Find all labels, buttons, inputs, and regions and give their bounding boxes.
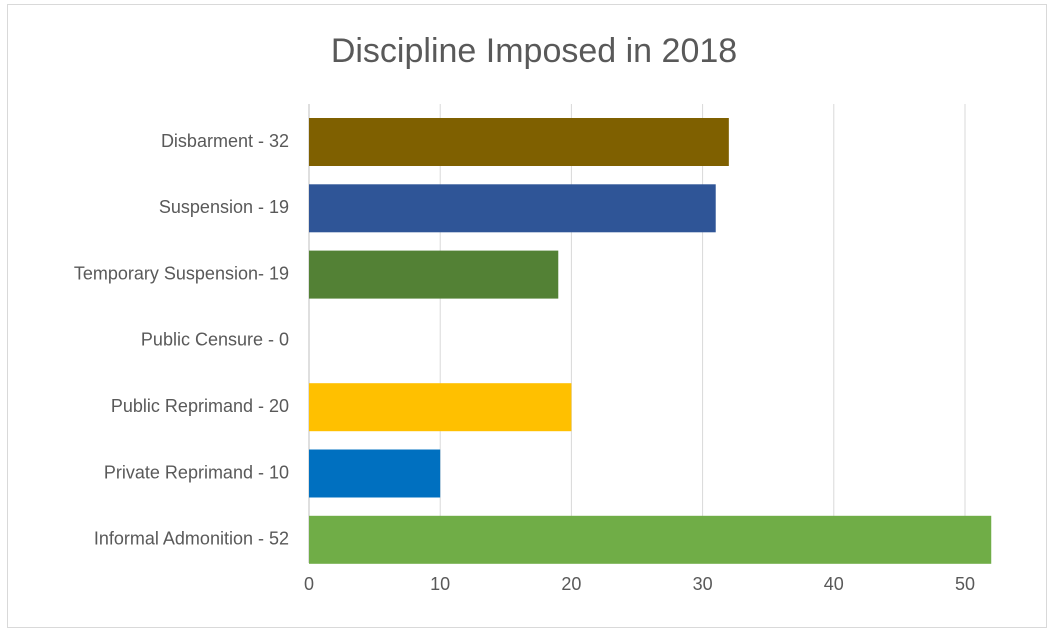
x-tick-label: 0	[304, 574, 314, 594]
bar	[309, 184, 716, 233]
bar	[309, 250, 559, 299]
category-label: Suspension - 19	[159, 197, 289, 217]
x-tick-label: 30	[693, 574, 713, 594]
category-label: Private Reprimand - 10	[104, 462, 289, 482]
chart-title: Discipline Imposed in 2018	[330, 32, 738, 70]
bar	[309, 383, 572, 432]
bars	[309, 118, 992, 564]
x-tick-label: 40	[824, 574, 844, 594]
x-tick-labels: 0 10 20 30 40 50	[304, 574, 975, 594]
category-label: Disbarment - 32	[161, 131, 289, 151]
category-label: Informal Admonition - 52	[94, 529, 289, 549]
bar	[309, 118, 729, 166]
category-labels: Disbarment - 32 Suspension - 19 Temporary …	[74, 131, 289, 549]
gridlines	[308, 104, 966, 563]
x-tick-label: 10	[430, 574, 450, 594]
x-tick-label: 20	[561, 574, 581, 594]
x-tick-label: 50	[955, 574, 975, 594]
category-label: Public Censure - 0	[141, 330, 289, 350]
bar	[309, 449, 441, 498]
category-label: Temporary Suspension- 19	[74, 263, 289, 283]
bar	[309, 515, 992, 564]
category-label: Public Reprimand - 20	[111, 396, 289, 416]
